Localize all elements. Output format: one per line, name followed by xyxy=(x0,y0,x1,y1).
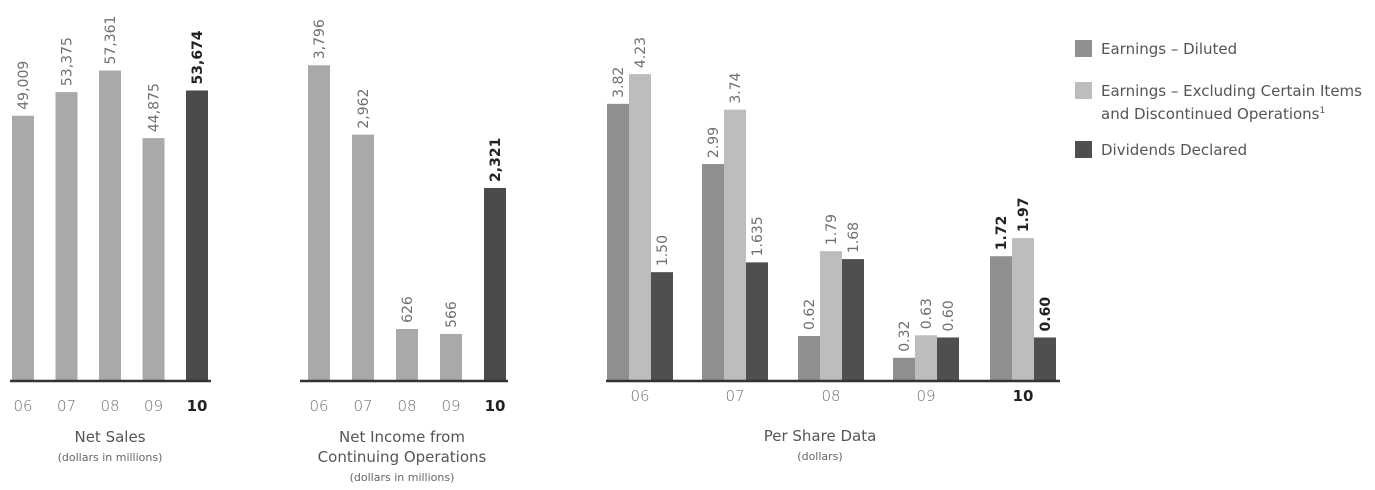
net-sales-value-label: 53,674 xyxy=(190,30,206,84)
net-income-tick-label: 09 xyxy=(441,397,460,415)
legend-swatch-diluted xyxy=(1075,40,1092,57)
legend-label-excluding-line2: and Discontinued Operations1 xyxy=(1101,105,1325,123)
per-share-value-label-excluding: 0.63 xyxy=(919,298,935,329)
net-sales-bar xyxy=(99,70,121,381)
net-sales-tick-label: 06 xyxy=(13,397,32,415)
net-income-title: Net Income from xyxy=(339,428,465,446)
net-sales-bar xyxy=(186,90,208,382)
per-share-bar-dividends xyxy=(651,272,673,381)
net-income-bar xyxy=(308,65,330,381)
per-share-tick-label: 10 xyxy=(1013,387,1034,405)
per-share-tick-label: 08 xyxy=(821,387,840,405)
per-share-value-label-diluted: 0.62 xyxy=(802,299,818,330)
per-share-bar-excluding xyxy=(724,109,746,381)
per-share-tick-label: 07 xyxy=(725,387,744,405)
net-income-bar xyxy=(484,187,506,381)
net-sales-value-label: 49,009 xyxy=(16,61,32,110)
per-share-value-label-diluted: 2.99 xyxy=(706,127,722,158)
net-income-bar xyxy=(352,134,374,381)
per-share-tick-label: 06 xyxy=(630,387,649,405)
net-sales-bar xyxy=(55,92,78,381)
net-income-value-label: 2,321 xyxy=(488,138,504,182)
net-sales-bar xyxy=(12,115,34,381)
net-sales-value-label: 53,375 xyxy=(60,37,76,86)
net-sales-tick-label: 09 xyxy=(144,397,163,415)
per-share-tick-label: 09 xyxy=(916,387,935,405)
net-sales-tick-label: 08 xyxy=(100,397,119,415)
net-income-value-label: 3,796 xyxy=(312,19,328,59)
legend: Earnings – Diluted Earnings – Excluding … xyxy=(1075,40,1362,159)
per-share-title: Per Share Data xyxy=(764,427,877,445)
net-sales-subtitle: (dollars in millions) xyxy=(58,451,163,464)
net-income-subtitle: (dollars in millions) xyxy=(350,471,455,484)
per-share-value-label-excluding: 3.74 xyxy=(728,72,744,103)
net-income-bar xyxy=(396,328,418,381)
legend-footnote-mark: 1 xyxy=(1320,106,1326,116)
per-share-value-label-diluted: 1.72 xyxy=(994,216,1010,251)
per-share-value-label-diluted: 3.82 xyxy=(611,67,627,98)
net-sales-tick-label: 07 xyxy=(57,397,76,415)
per-share-bar-diluted xyxy=(607,103,629,382)
net-sales-value-label: 57,361 xyxy=(103,16,119,65)
per-share-value-label-dividends: 0.60 xyxy=(1038,297,1054,332)
net-income-tick-label: 08 xyxy=(397,397,416,415)
net-sales-title: Net Sales xyxy=(74,428,145,446)
per-share-value-label-diluted: 0.32 xyxy=(897,321,913,352)
per-share-subtitle: (dollars) xyxy=(797,450,842,463)
per-share-bar-dividends xyxy=(746,262,768,381)
net-sales-tick-label: 10 xyxy=(187,397,208,415)
per-share-value-label-excluding: 1.97 xyxy=(1016,198,1032,233)
net-income-value-label: 2,962 xyxy=(356,89,372,129)
per-share-bar-diluted xyxy=(702,164,724,381)
net-income-tick-label: 06 xyxy=(309,397,328,415)
net-income-tick-label: 10 xyxy=(485,397,506,415)
per-share-value-label-dividends: 0.60 xyxy=(941,300,957,331)
legend-label-dividends: Dividends Declared xyxy=(1101,141,1247,159)
per-share-bar-diluted xyxy=(798,336,820,381)
per-share-value-label-excluding: 4.23 xyxy=(633,37,649,68)
net-sales-value-label: 44,875 xyxy=(147,83,163,132)
legend-label-excluding-line2-text: and Discontinued Operations xyxy=(1101,105,1320,123)
per-share-bar-diluted xyxy=(990,256,1012,381)
per-share-bar-excluding xyxy=(915,335,937,381)
legend-swatch-excluding xyxy=(1075,82,1092,99)
legend-label-diluted: Earnings – Diluted xyxy=(1101,40,1237,58)
net-sales-bar xyxy=(142,138,165,381)
net-income-title-line2: Continuing Operations xyxy=(318,448,487,466)
per-share-value-label-dividends: 1.635 xyxy=(750,216,766,256)
legend-swatch-dividends xyxy=(1075,141,1092,158)
per-share-bar-excluding xyxy=(1012,238,1034,381)
per-share-bar-diluted xyxy=(893,357,915,381)
per-share-value-label-dividends: 1.50 xyxy=(655,235,671,266)
net-income-value-label: 566 xyxy=(444,301,460,328)
per-share-bar-dividends xyxy=(1034,337,1056,381)
per-share-bar-dividends xyxy=(937,337,959,381)
per-share-value-label-dividends: 1.68 xyxy=(846,222,862,253)
net-income-bar xyxy=(440,333,462,381)
net-income-tick-label: 07 xyxy=(353,397,372,415)
per-share-bar-excluding xyxy=(820,251,842,381)
per-share-bar-excluding xyxy=(629,74,651,381)
net-income-value-label: 626 xyxy=(400,296,416,323)
per-share-bar-dividends xyxy=(842,259,864,381)
legend-label-excluding: Earnings – Excluding Certain Items xyxy=(1101,82,1362,100)
per-share-value-label-excluding: 1.79 xyxy=(824,214,840,245)
